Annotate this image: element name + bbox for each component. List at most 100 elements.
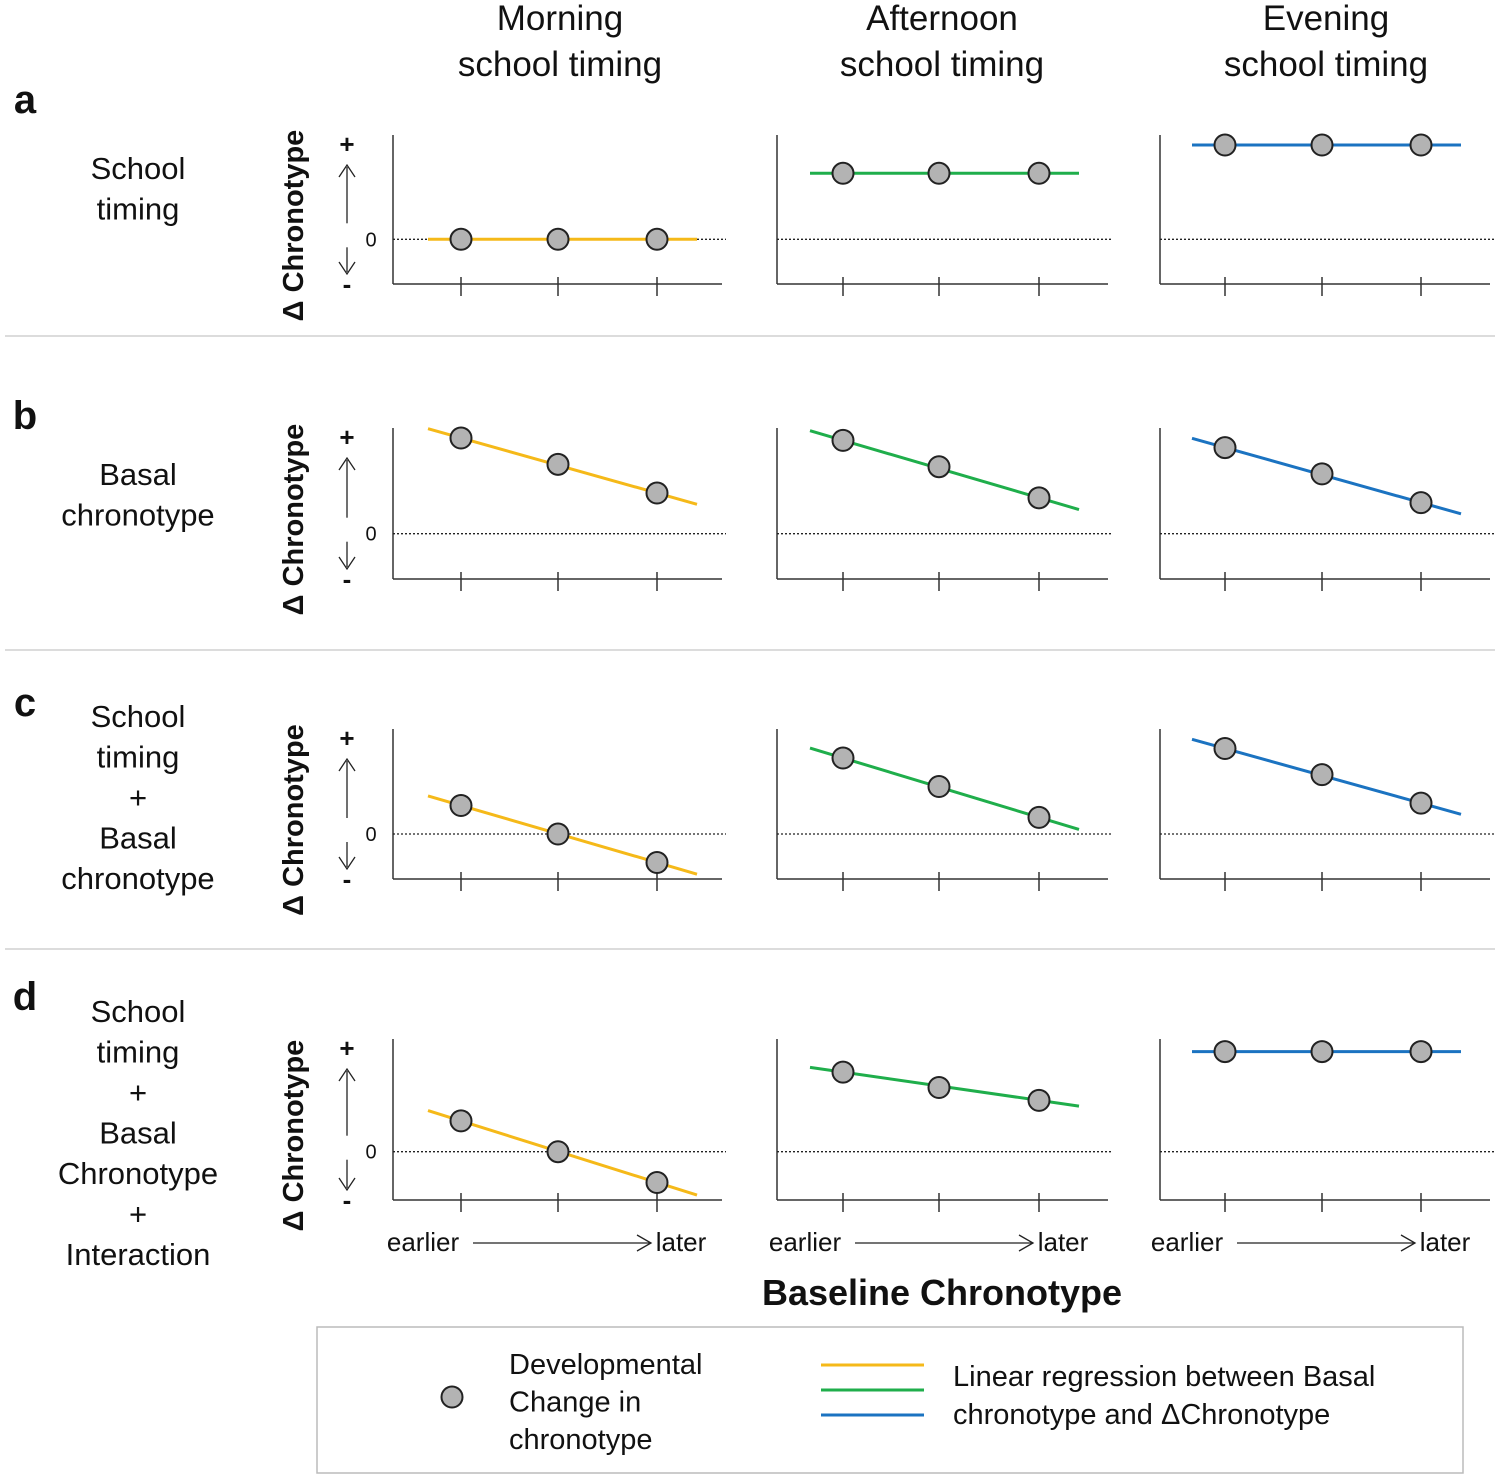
row-label-line: Basal <box>99 821 177 856</box>
data-point <box>1310 133 1334 157</box>
data-point <box>645 851 669 874</box>
data-point <box>546 822 570 846</box>
column-title: Morning school timing <box>458 0 662 84</box>
row-label-line: Chronotype <box>58 1156 218 1191</box>
data-point <box>645 1171 669 1195</box>
y-axis-label: Δ Chronotype <box>278 724 310 916</box>
y-zero-label: 0 <box>365 824 376 846</box>
panel-d-morning <box>392 1039 726 1212</box>
row-label-line: + <box>129 1075 147 1110</box>
row-letter: c <box>14 681 36 725</box>
data-point <box>1409 491 1433 515</box>
data-point <box>1310 763 1334 787</box>
data-point <box>1213 1040 1237 1064</box>
row-label-line: timing <box>97 192 180 227</box>
data-point <box>645 227 669 251</box>
panel-c-evening <box>1159 729 1494 891</box>
y-plus-label: + <box>339 129 354 159</box>
up-arrow-icon <box>338 757 356 772</box>
y-plus-label: + <box>339 1033 354 1063</box>
panel-d-afternoon <box>776 1039 1112 1212</box>
row-label-line: + <box>129 780 147 815</box>
row-label-line: Basal <box>99 1116 177 1151</box>
column-title-line: Morning <box>497 0 623 38</box>
row-label-line: Basal <box>99 457 177 492</box>
row-separators <box>5 335 1495 950</box>
legend-marker-text-line: chronotype <box>509 1424 653 1456</box>
legend-line-text: Linear regression between Basal chronotyp… <box>953 1361 1375 1431</box>
data-point <box>449 794 473 817</box>
down-arrow-icon <box>338 1177 356 1192</box>
row-label-line: chronotype <box>61 861 214 896</box>
data-point <box>831 1060 855 1084</box>
legend: Developmental Change in chronotype Linear r… <box>316 1326 1464 1474</box>
panel-b-afternoon <box>776 428 1112 591</box>
row-label-line: timing <box>97 740 180 775</box>
data-point <box>1027 486 1051 510</box>
panel-c-morning <box>392 729 726 891</box>
legend-line-text-line: chronotype and ΔChronotype <box>953 1399 1330 1431</box>
row-letter: d <box>13 975 37 1019</box>
y-zero-label: 0 <box>365 524 376 546</box>
column-title-line: school timing <box>840 45 1044 84</box>
y-minus-label: - <box>343 564 352 594</box>
x-later-label: later <box>1038 1227 1089 1257</box>
panel-a-evening <box>1159 133 1494 296</box>
data-point <box>927 1076 951 1100</box>
data-point <box>1213 133 1237 157</box>
column-title: Evening school timing <box>1224 0 1428 84</box>
row-letter: b <box>13 394 37 438</box>
panels-layer <box>392 133 1494 1212</box>
x-later-label: later <box>656 1227 707 1257</box>
panel-a-afternoon <box>776 135 1112 296</box>
data-point <box>546 227 570 251</box>
column-title-line: Evening <box>1263 0 1389 38</box>
row-label-line: School <box>91 994 186 1029</box>
up-arrow-icon <box>338 1067 356 1082</box>
y-plus-label: + <box>339 723 354 753</box>
data-point <box>1027 161 1051 185</box>
data-point <box>1027 805 1051 829</box>
row-label-line: Interaction <box>66 1237 211 1272</box>
row-label: School timing + Basal Chronotype + Interaction <box>58 994 218 1272</box>
down-arrow-icon <box>338 856 356 871</box>
data-point <box>1213 737 1237 760</box>
panel-d-evening <box>1159 1039 1494 1212</box>
data-point <box>927 161 951 185</box>
row-label-line: chronotype <box>61 498 214 533</box>
data-point <box>449 426 473 450</box>
x-arrow-icon <box>1018 1234 1035 1252</box>
row-label-line: timing <box>97 1035 180 1070</box>
y-axis-label: Δ Chronotype <box>278 130 310 322</box>
data-point <box>449 1109 473 1133</box>
legend-line-text-line: Linear regression between Basal <box>953 1361 1375 1393</box>
data-point <box>1409 1040 1433 1064</box>
x-axis-title: Baseline Chronotype <box>762 1272 1122 1313</box>
y-minus-label: - <box>343 864 352 894</box>
x-earlier-label: earlier <box>387 1227 460 1257</box>
column-title-line: Afternoon <box>866 0 1018 38</box>
labels-layer: Morning school timing Afternoon school timi… <box>13 0 1471 1313</box>
row-label-line: School <box>91 699 186 734</box>
y-plus-label: + <box>339 422 354 452</box>
row-label-line: School <box>91 151 186 186</box>
x-arrow-icon <box>1400 1234 1417 1252</box>
legend-marker-text-line: Change in <box>509 1387 641 1419</box>
data-point <box>1213 436 1237 460</box>
column-title-line: school timing <box>1224 45 1428 84</box>
y-axis-label: Δ Chronotype <box>278 1040 310 1232</box>
data-point <box>546 452 570 476</box>
data-point <box>831 746 855 770</box>
up-arrow-icon <box>338 163 356 178</box>
column-title-line: school timing <box>458 45 662 84</box>
data-point <box>1310 462 1334 486</box>
data-point <box>645 481 669 505</box>
legend-box <box>316 1326 1464 1474</box>
y-minus-label: - <box>343 269 352 299</box>
data-point <box>1409 133 1433 157</box>
y-axis-label: Δ Chronotype <box>278 424 310 616</box>
legend-marker-icon <box>440 1385 464 1409</box>
data-point <box>831 161 855 185</box>
